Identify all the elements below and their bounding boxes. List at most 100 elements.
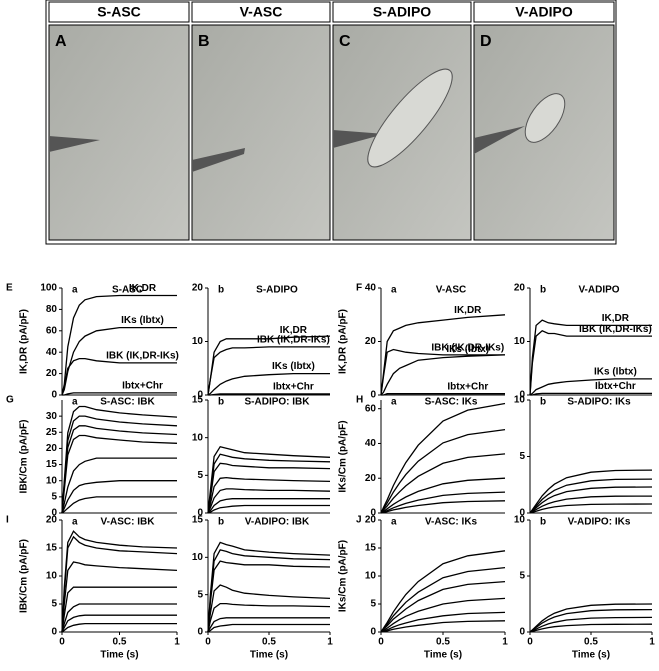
trace [207, 504, 330, 514]
chart-title: V-ADIPO: IBK [245, 517, 310, 528]
trace [380, 580, 506, 633]
trace [380, 597, 506, 633]
trace [380, 354, 506, 396]
x-tick-label: 1 [649, 637, 655, 648]
y-tick-label: 10 [192, 432, 204, 443]
micrograph-letter: D [480, 33, 492, 50]
chart-title: V-ASC [436, 285, 467, 296]
micrograph-header: V-ASC [240, 4, 283, 20]
trace [61, 457, 177, 514]
x-tick-label: 0 [378, 637, 384, 648]
trace [381, 393, 505, 396]
y-tick-label: 100 [40, 283, 57, 294]
trace [380, 550, 506, 633]
micrograph-letter: B [198, 33, 210, 50]
y-tick-label: 30 [46, 411, 58, 422]
trace [529, 469, 653, 514]
micrograph-panel: S-ADIPO C [332, 1, 472, 241]
y-tick-label: 20 [46, 368, 58, 379]
micrograph-header: S-ASC [97, 4, 141, 20]
chart-title: S-ADIPO: IKs [567, 397, 631, 408]
trace [380, 500, 506, 514]
panel-letter: F [356, 283, 362, 294]
y-tick-label: 20 [514, 283, 526, 294]
y-tick-label: 15 [46, 459, 58, 470]
trace-label: Ibtx+Chr [595, 381, 636, 392]
sub-label: b [218, 397, 224, 408]
sub-label: a [391, 285, 397, 296]
trace [207, 372, 330, 396]
sub-label: b [218, 517, 224, 528]
y-tick-label: 0 [519, 390, 525, 401]
y-tick-label: 80 [46, 304, 58, 315]
y-tick-label: 15 [192, 515, 204, 526]
trace [207, 476, 331, 514]
trace [207, 617, 330, 633]
chart-title: V-ASC: IBK [101, 517, 156, 528]
micrograph-header: S-ADIPO [373, 4, 431, 20]
trace [207, 453, 331, 514]
micrograph [48, 24, 190, 241]
trace [207, 584, 331, 633]
y-tick-label: 5 [519, 451, 525, 462]
x-tick-label: 0.5 [436, 637, 450, 648]
trace-label: IKs (Ibtx) [121, 315, 164, 326]
micrograph-letter: A [55, 33, 67, 50]
chart-title: V-ASC: IKs [425, 517, 478, 528]
y-tick-label: 20 [365, 336, 377, 347]
x-tick-label: 0.5 [113, 637, 127, 648]
cell [524, 93, 566, 143]
trace [61, 535, 178, 633]
y-tick-label: 10 [514, 395, 526, 406]
trace [380, 314, 506, 396]
trace [529, 616, 653, 633]
y-axis-label: IKs/Cm (pA/pF) [338, 540, 349, 612]
trace [61, 586, 177, 633]
sub-label: a [391, 517, 397, 528]
y-tick-label: 10 [365, 571, 377, 582]
y-tick-label: 60 [46, 325, 58, 336]
trace [529, 330, 652, 396]
trace [380, 611, 506, 633]
sub-label: b [540, 397, 546, 408]
trace-label: IBK (IK,DR-IKs) [257, 334, 330, 345]
trace [207, 445, 331, 514]
sub-label: a [72, 397, 78, 408]
x-axis-label: Time (s) [572, 650, 610, 661]
x-axis-label: Time (s) [100, 650, 138, 661]
trace-label: IK,DR [280, 325, 308, 336]
trace [529, 378, 652, 396]
cell [367, 68, 453, 168]
y-axis-label: IK,DR (pA/pF) [338, 309, 349, 374]
micrograph-letter: C [339, 33, 351, 50]
pipette [49, 136, 100, 152]
x-axis-label: Time (s) [250, 650, 288, 661]
trace [380, 402, 506, 514]
pipette [192, 148, 245, 172]
trace-label: Ibtx+Chr [447, 381, 488, 392]
y-axis-label: IBK/Cm (pA/pF) [19, 420, 30, 494]
trace [62, 392, 177, 396]
trace [61, 614, 177, 633]
trace [61, 622, 177, 633]
y-tick-label: 5 [197, 470, 203, 481]
y-axis-label: IK,DR (pA/pF) [19, 309, 30, 374]
micrograph-panel: S-ASC A [48, 1, 190, 241]
y-tick-label: 40 [46, 347, 58, 358]
trace [207, 498, 330, 514]
x-tick-label: 0.5 [584, 637, 598, 648]
panel-letter: H [356, 395, 363, 406]
trace-label: IK,DR [454, 305, 482, 316]
trace [207, 602, 331, 633]
y-tick-label: 5 [51, 491, 57, 502]
y-tick-label: 0 [197, 627, 203, 638]
y-tick-label: 5 [51, 599, 57, 610]
micrograph [473, 24, 615, 241]
y-tick-label: 20 [192, 283, 204, 294]
y-tick-label: 0 [51, 390, 57, 401]
trace [207, 560, 331, 633]
y-tick-label: 15 [365, 543, 377, 554]
trace [208, 393, 330, 396]
x-tick-label: 0 [527, 637, 533, 648]
